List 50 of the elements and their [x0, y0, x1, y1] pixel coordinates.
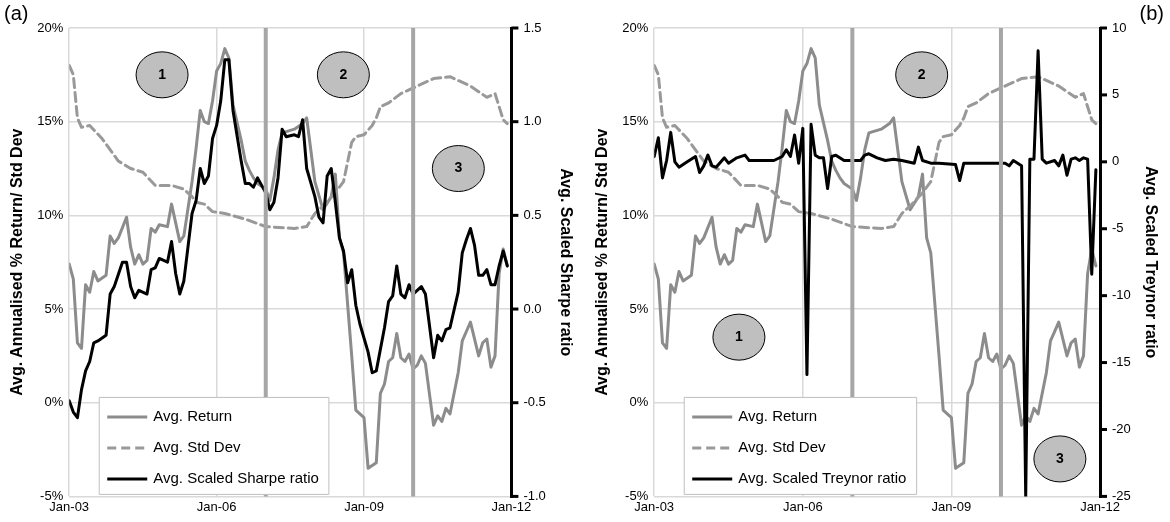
y-tick-label: 5% [44, 300, 64, 316]
y2-tick-label: 0.5 [523, 206, 542, 222]
y-tick-label: -5% [625, 487, 649, 503]
annotation: 1 [735, 328, 744, 344]
y-tick-label: 5% [629, 300, 649, 316]
y2-tick-label: 5 [1112, 86, 1120, 102]
y-tick-label: 0% [629, 394, 649, 410]
x-tick-label: Jan-06 [196, 498, 237, 514]
y-tick-label: 10% [37, 206, 64, 222]
legend-label: Avg. Std Dev [738, 438, 826, 456]
y2-tick-label: -5 [1112, 220, 1124, 236]
y-tick-label: 20% [37, 19, 64, 35]
annotation: 2 [917, 65, 926, 82]
legend-label: Avg. Scaled Sharpe ratio [153, 469, 319, 487]
annotation: 3 [1055, 449, 1064, 466]
y-tick-label: -5% [40, 487, 64, 503]
y-axis-title: Avg. Annualised % Return/ Std Dev [593, 128, 611, 396]
legend-label: Avg. Return [153, 407, 233, 425]
y-tick-label: 15% [37, 113, 64, 129]
legend-label: Avg. Scaled Treynor ratio [738, 469, 907, 487]
y2-tick-label: -15 [1112, 354, 1131, 370]
legend-label: Avg. Std Dev [153, 438, 241, 456]
x-tick-label: Jan-09 [344, 498, 384, 514]
annotation: 2 [339, 65, 348, 82]
y2-tick-label: 10 [1112, 19, 1127, 35]
x-tick-label: Jan-09 [931, 498, 972, 514]
y2-tick-label: -20 [1112, 421, 1131, 437]
legend-label: Avg. Return [738, 407, 818, 425]
y2-tick-label: -1.0 [523, 487, 546, 503]
y2-tick-label: -0.5 [523, 394, 546, 410]
y2-tick-label: -25 [1112, 487, 1131, 503]
y-tick-label: 0% [44, 394, 64, 410]
y2-tick-label: 0 [1112, 153, 1120, 169]
y-tick-label: 10% [622, 206, 649, 222]
x-tick-label: Jan-06 [782, 498, 823, 514]
y-tick-label: 20% [622, 19, 649, 35]
chart-title: (a) [4, 1, 29, 24]
y-tick-label: 15% [622, 113, 649, 129]
y-axis-title: Avg. Annualised % Return/ Std Dev [8, 128, 26, 396]
y2-axis-title: Avg. Scaled Treynor ratio [1142, 166, 1160, 359]
y2-axis-title: Avg. Scaled Sharpe ratio [557, 168, 575, 357]
line-series [654, 63, 1098, 230]
y2-tick-label: 1.0 [523, 113, 542, 129]
annotation: 3 [454, 159, 463, 176]
y2-tick-label: -10 [1112, 287, 1131, 303]
annotation: 1 [158, 65, 167, 82]
y2-tick-label: 1.5 [523, 19, 542, 35]
text: (b) [1139, 1, 1164, 24]
line-series [69, 63, 509, 230]
y2-tick-label: 0.0 [523, 300, 542, 316]
